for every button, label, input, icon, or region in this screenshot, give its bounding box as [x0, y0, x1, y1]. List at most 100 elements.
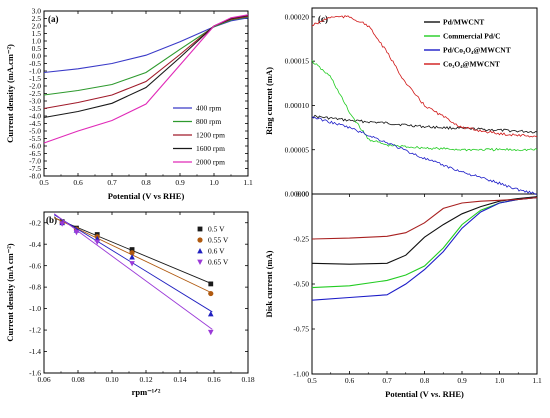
x-tick-label: 0.5 [39, 178, 49, 187]
y-tick-label: 3.0 [32, 7, 42, 16]
legend-label-4: 2000 rpm [196, 158, 225, 167]
disk-series-line-3 [311, 197, 538, 240]
series-line-3 [43, 14, 249, 119]
x-tick-label: 0.16 [207, 375, 220, 384]
ring-series-line-1 [311, 60, 538, 152]
ring-series-line-0 [311, 114, 538, 134]
legend-label-1: Commercial Pd/C [443, 32, 501, 41]
y-axis-label: Ring current (mA) [264, 67, 274, 135]
x-tick-label: 0.14 [173, 375, 186, 384]
y-tick-label: -0.2 [29, 218, 41, 227]
panel-label-b: (b) [46, 215, 57, 225]
y-axis-label: Current density (mA cm⁻²) [5, 243, 15, 341]
y-tick-label: -1.0 [29, 304, 41, 313]
y-tick-label: -8.0 [29, 172, 41, 181]
legend-label-2: 1200 rpm [196, 131, 225, 140]
data-point [208, 290, 214, 297]
y-tick-label: -5.0 [29, 127, 41, 136]
y-tick-label: -3.5 [29, 104, 41, 113]
series-line-2 [43, 15, 249, 110]
panel-label-c: (c) [318, 14, 328, 24]
fit-line-1 [54, 217, 213, 294]
legend-marker-2 [197, 248, 203, 254]
legend-label-3: 0.65 V [208, 258, 229, 267]
x-tick-label: 0.8 [141, 178, 151, 187]
legend-label-2: Pd/Co₃O₄@MWCNT [443, 46, 511, 55]
y-tick-label: 2.5 [32, 14, 42, 23]
x-tick-label: 0.6 [73, 178, 83, 187]
y-tick-label: -0.75 [293, 325, 309, 334]
y-tick-label: -6.0 [29, 142, 41, 151]
y-tick-label: -1.4 [29, 347, 41, 356]
y-tick-label: 1.5 [32, 29, 42, 38]
y-tick-label: -2.5 [29, 89, 41, 98]
data-point [73, 229, 80, 236]
panel-label-a: (a) [48, 14, 59, 24]
y-tick-label: -7.5 [29, 164, 41, 173]
legend-label-3: 1600 rpm [196, 144, 225, 153]
x-tick-label: 0.18 [241, 375, 254, 384]
x-tick-label: 0.08 [71, 375, 84, 384]
data-point [129, 250, 135, 256]
y-tick-label: 0.00020 [285, 12, 310, 21]
data-point [129, 254, 135, 260]
data-point [129, 247, 135, 252]
disk-series-line-0 [311, 196, 538, 265]
y-tick-label: -5.5 [29, 134, 41, 143]
y-tick-label: -0.5 [29, 59, 41, 68]
legend-label-0: Pd/MWCNT [443, 18, 484, 27]
data-point [208, 281, 214, 287]
x-tick-label: 1.1 [532, 376, 542, 385]
y-tick-label: -4.5 [29, 119, 41, 128]
x-tick-label: 0.10 [105, 375, 118, 384]
series-line-1 [43, 16, 249, 96]
x-tick-label: 1.0 [495, 376, 505, 385]
y-axis-label: Current density (mA.cm⁻²) [5, 44, 15, 143]
x-axis-label: Potential (V vs. RHE) [385, 389, 464, 399]
y-tick-label: 0.00 [296, 190, 309, 199]
legend-label-2: 0.6 V [208, 247, 225, 256]
legend-label-1: 0.55 V [208, 236, 229, 245]
y-tick-label: -0.25 [293, 235, 309, 244]
data-point [59, 221, 65, 227]
y-tick-label: 0.00005 [285, 145, 310, 154]
legend-marker-0 [197, 226, 203, 232]
data-point [94, 239, 101, 246]
y-axis-label: Disk current (mA) [264, 250, 274, 317]
data-point [207, 329, 214, 336]
x-tick-label: 0.7 [382, 376, 392, 385]
x-tick-label: 0.9 [457, 376, 467, 385]
disk-series-line-1 [311, 197, 538, 289]
y-tick-label: 0.0 [32, 52, 42, 61]
x-tick-label: 0.8 [420, 376, 430, 385]
ring-series-line-2 [311, 116, 538, 195]
legend-label-0: 400 rpm [196, 104, 221, 113]
x-axis-label: rpm⁻¹ᐟ² [132, 387, 161, 397]
y-tick-label: -1.0 [29, 67, 41, 76]
legend-marker-1 [197, 237, 203, 243]
data-point [129, 261, 135, 267]
x-tick-label: 0.12 [139, 375, 152, 384]
x-tick-label: 0.6 [345, 376, 355, 385]
y-tick-label: -1.5 [29, 74, 41, 83]
x-tick-label: 0.5 [307, 376, 317, 385]
x-tick-label: 0.7 [107, 178, 117, 187]
legend-label-1: 800 rpm [196, 117, 221, 126]
y-tick-label: -2.0 [29, 82, 41, 91]
ring-series-line-3 [311, 15, 538, 138]
y-tick-label: -6.5 [29, 149, 41, 158]
fit-line-3 [53, 213, 213, 330]
series-line-4 [43, 14, 249, 144]
y-tick-label: -0.8 [29, 283, 41, 292]
y-tick-label: -3.0 [29, 97, 41, 106]
y-tick-label: 0.5 [32, 44, 42, 53]
x-tick-label: 0.9 [175, 178, 185, 187]
y-tick-label: -0.4 [29, 240, 41, 249]
panel-c-plot-area [311, 7, 538, 375]
data-point [207, 310, 214, 317]
y-tick-label: -0.50 [293, 280, 309, 289]
series-line-0 [43, 17, 249, 74]
y-tick-label: -4.0 [29, 112, 41, 121]
